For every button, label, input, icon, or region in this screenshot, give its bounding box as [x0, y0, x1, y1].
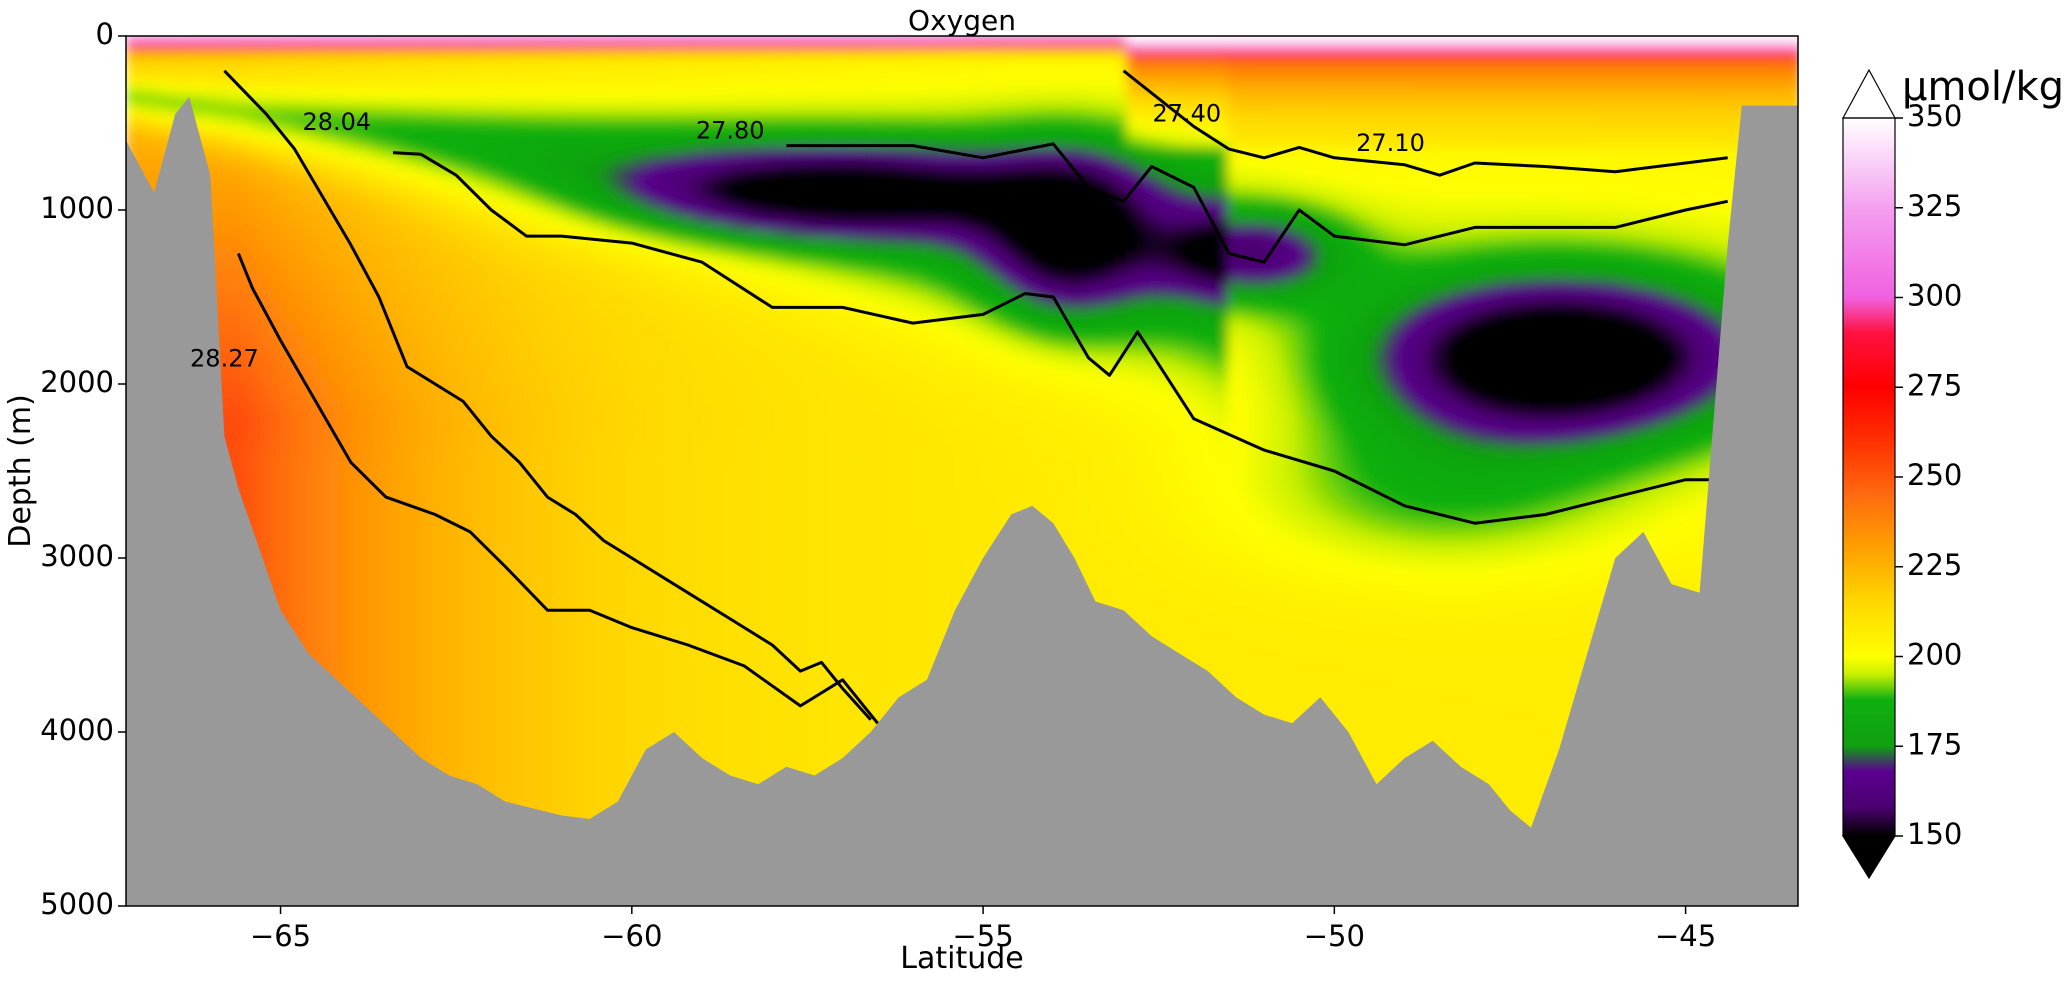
isopycnal-line	[392, 151, 1714, 525]
x-tick-label: −65	[250, 919, 311, 953]
isopycnal-label: 28.27	[190, 345, 259, 373]
isopycnal-line	[237, 252, 879, 725]
colorbar: 150 175 200 225 250 275 300 325 350 µmol/kg	[1841, 64, 2064, 880]
isopycnal-labels: 27.10 27.40 27.80 28.04 28.27	[190, 99, 1425, 372]
y-axis-label: Depth (m)	[3, 394, 38, 548]
y-tick-label: 3000	[40, 539, 114, 573]
colorbar-min-extension	[1841, 835, 1897, 880]
isopycnal-contours	[223, 69, 1729, 725]
isopycnal-label: 28.04	[302, 108, 371, 136]
y-axis: 0 1000 2000 3000 4000 5000	[40, 17, 126, 921]
colorbar-tick-label: 325	[1907, 189, 1962, 223]
y-tick-label: 4000	[40, 713, 114, 747]
colorbar-tick-label: 200	[1907, 638, 1962, 672]
colorbar-label: µmol/kg	[1902, 64, 2064, 110]
isopycnal-label: 27.80	[696, 117, 765, 145]
x-axis-label: Latitude	[900, 941, 1023, 976]
colorbar-tick-label: 250	[1907, 458, 1962, 492]
y-tick-label: 0	[96, 17, 114, 51]
x-axis: −65 −60 −55 −50 −45	[250, 906, 1716, 953]
bathymetry-mask	[126, 96, 1798, 906]
y-tick-label: 5000	[40, 887, 114, 921]
x-tick-label: −60	[601, 919, 662, 953]
plot-area	[126, 36, 1798, 906]
y-tick-label: 1000	[40, 191, 114, 225]
isopycnal-line	[1122, 69, 1728, 177]
colorbar-tick-label: 150	[1907, 817, 1962, 851]
colorbar-tick-label: 350	[1907, 99, 1962, 133]
chart-title: Oxygen	[908, 4, 1016, 37]
y-tick-label: 2000	[40, 365, 114, 399]
isopycnal-label: 27.40	[1152, 99, 1221, 127]
plot-frame	[125, 35, 1799, 907]
isopycnal-label: 27.10	[1356, 129, 1425, 157]
isopycnal-line	[786, 142, 1729, 264]
x-tick-label: −50	[1304, 919, 1365, 953]
colorbar-tick-label: 300	[1907, 279, 1962, 313]
x-tick-label: −45	[1655, 919, 1716, 953]
colorbar-tick-label: 275	[1907, 368, 1962, 402]
colorbar-tick-label: 225	[1907, 548, 1962, 582]
isopycnal-line	[223, 69, 872, 721]
colorbar-ticks: 150 175 200 225 250 275 300 325 350	[1895, 99, 1962, 851]
colorbar-body	[1843, 118, 1895, 836]
colorbar-tick-label: 175	[1907, 727, 1962, 761]
colorbar-max-extension	[1841, 68, 1897, 119]
x-tick-label: −55	[952, 919, 1013, 953]
